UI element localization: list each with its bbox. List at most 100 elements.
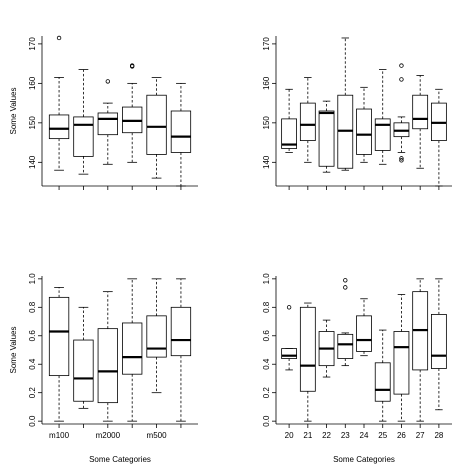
box-iqr: [356, 108, 372, 155]
y-tick-label: 0.0: [28, 415, 37, 427]
boxplot-23: [337, 278, 354, 367]
boxplot-25: [374, 329, 391, 422]
y-axis-title: Some Values: [9, 88, 18, 135]
x-tick-label: 26: [397, 431, 406, 440]
boxplot-22: [318, 100, 335, 173]
chart-panel-2: 140 150 160 170: [262, 36, 452, 190]
y-tick-label: 0.4: [262, 358, 271, 370]
chart-panel-4: 0.0 0.2 0.4 0.6 0.8 1.0 20 21 22 23 24 25 26 27 28 Some…: [262, 273, 452, 464]
boxplot-24: [356, 86, 372, 163]
outlier-point: [56, 35, 62, 41]
y-tick-label: 0.2: [28, 387, 37, 399]
box-iqr: [48, 114, 70, 140]
boxplot-28: [431, 278, 447, 411]
x-tick-label: 27: [416, 431, 425, 440]
x-tick-label: m2000: [96, 431, 121, 440]
box-iqr: [97, 328, 118, 404]
y-tick-label: 0.0: [262, 415, 271, 427]
box-iqr: [281, 348, 297, 359]
y-tick-label: 0.8: [28, 301, 37, 313]
outlier-point: [343, 285, 348, 290]
y-tick-label: 150: [28, 116, 37, 130]
boxplot-4: [122, 63, 143, 163]
x-axis-title: Some Categories: [333, 455, 395, 464]
boxplot-m500: [146, 278, 167, 394]
y-tick-label: 160: [262, 76, 271, 90]
x-tick-label: 28: [434, 431, 443, 440]
outlier-point: [399, 156, 404, 161]
boxplot-m5000: [170, 278, 192, 422]
box-iqr: [146, 315, 167, 358]
y-tick-label: 170: [28, 37, 37, 51]
box-iqr: [318, 110, 335, 167]
y-tick-label: 0.2: [262, 387, 271, 399]
x-tick-label: m100: [49, 431, 70, 440]
box-iqr: [356, 315, 372, 352]
boxplot-m3000: [122, 278, 143, 422]
x-tick-label: 24: [360, 431, 369, 440]
box-iqr: [48, 296, 70, 377]
boxplot-27: [412, 278, 429, 422]
y-tick-label: 160: [28, 76, 37, 90]
box-iqr: [146, 94, 167, 155]
outlier-point: [399, 77, 404, 82]
x-tick-label: 22: [322, 431, 331, 440]
x-tick-label: 21: [303, 431, 312, 440]
y-axis-title: Some Values: [9, 327, 18, 374]
boxplot-25: [374, 69, 391, 165]
box-iqr: [73, 339, 94, 402]
boxplot-1: [48, 35, 70, 171]
boxplot-21: [299, 302, 316, 422]
outlier-point: [399, 63, 404, 68]
box-iqr: [431, 314, 447, 369]
y-tick-label: 0.4: [28, 358, 37, 370]
box-iqr: [299, 102, 316, 142]
box-iqr: [73, 116, 94, 157]
boxplot-21: [299, 77, 316, 163]
x-tick-label: 25: [378, 431, 387, 440]
box-iqr: [374, 362, 391, 402]
x-tick-label: m500: [147, 431, 168, 440]
y-tick-label: 150: [262, 116, 271, 130]
x-tick-label: 23: [341, 431, 350, 440]
boxplot-20: [281, 88, 297, 153]
box-iqr: [393, 331, 410, 395]
box-iqr: [122, 322, 143, 375]
boxplot-m1000: [73, 306, 94, 409]
box-iqr: [170, 110, 192, 153]
outlier-point: [105, 79, 111, 84]
boxplot-27: [412, 75, 429, 169]
box-iqr: [97, 112, 118, 136]
boxplot-m2000: [97, 291, 118, 422]
y-tick-label: 140: [262, 155, 271, 169]
y-tick-label: 1.0: [262, 273, 271, 285]
box-iqr: [299, 306, 316, 392]
y-tick-label: 0.8: [262, 301, 271, 313]
y-tick-label: 0.6: [28, 330, 37, 342]
outlier-point: [343, 278, 348, 283]
outlier-point: [399, 158, 404, 163]
y-tick-label: 1.0: [28, 273, 37, 285]
boxplot-3: [97, 79, 118, 165]
y-tick-label: 140: [28, 155, 37, 169]
chart-panel-1: 140 150 160 170 Some Values: [9, 35, 198, 190]
chart-panel-3: 0.0 0.2 0.4 0.6 0.8 1.0 m100 m2000 m500 Some Valu…: [9, 273, 198, 464]
boxplot-23: [337, 37, 354, 171]
boxplot-5: [146, 77, 167, 179]
box-iqr: [374, 118, 391, 151]
boxplot-m100: [48, 286, 70, 422]
x-axis-title: Some Categories: [89, 455, 151, 464]
box-iqr: [412, 94, 429, 130]
y-tick-label: 170: [262, 37, 271, 51]
outlier-point: [286, 305, 292, 310]
boxplot-24: [356, 298, 372, 357]
box-iqr: [337, 333, 354, 359]
box-iqr: [281, 118, 297, 149]
boxplot-2: [73, 69, 94, 175]
y-tick-label: 0.6: [262, 330, 271, 342]
boxplot-26: [393, 294, 410, 422]
x-tick-label: 20: [285, 431, 294, 440]
box-iqr: [170, 306, 192, 357]
